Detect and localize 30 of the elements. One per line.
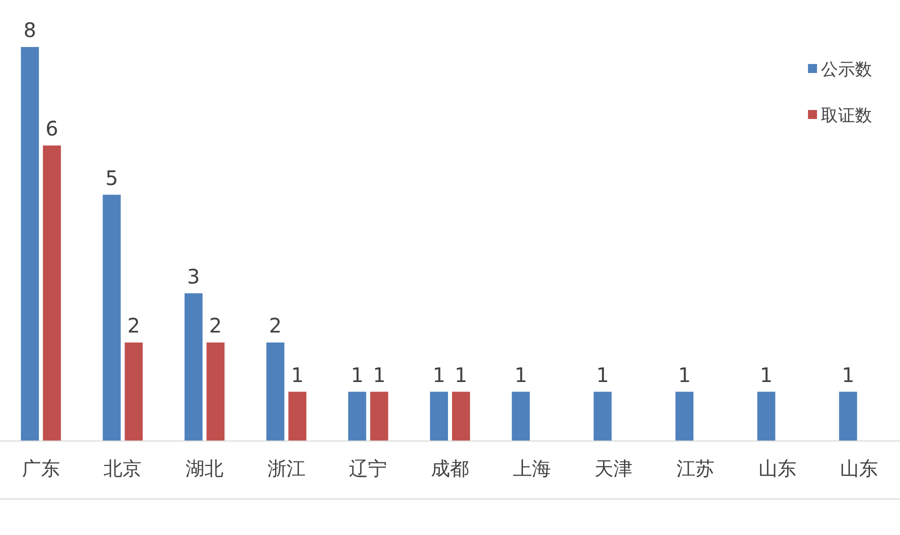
data-label: 1 <box>596 362 610 387</box>
data-label: 1 <box>514 362 528 387</box>
data-label: 1 <box>678 362 691 387</box>
x-tick-label: 北京 <box>104 458 142 480</box>
x-tick-label: 广东 <box>22 458 60 480</box>
x-tick-label: 湖北 <box>186 458 224 480</box>
data-label: 1 <box>372 362 386 387</box>
data-label: 5 <box>105 166 118 190</box>
data-label: 6 <box>46 116 58 140</box>
x-tick-label: 上海 <box>512 458 551 480</box>
x-tick-label: 天津 <box>594 458 633 480</box>
legend-label: 公示数 <box>821 60 872 80</box>
x-tick-label: 山东 <box>840 458 878 480</box>
data-label: 2 <box>268 314 282 338</box>
data-label: 1 <box>760 362 773 387</box>
data-label: 3 <box>187 264 200 288</box>
data-label: 1 <box>290 362 304 387</box>
data-label: 1 <box>432 362 446 387</box>
data-label: 1 <box>454 362 468 387</box>
data-label: 2 <box>127 314 140 338</box>
x-tick-label: 辽宁 <box>349 458 388 480</box>
data-label: 1 <box>350 362 364 387</box>
x-tick-label: 浙江 <box>267 458 306 480</box>
x-tick-label: 江苏 <box>676 458 714 480</box>
legend-label: 取证数 <box>821 106 872 126</box>
x-tick-label: 山东 <box>758 458 796 480</box>
data-label: 1 <box>842 362 854 387</box>
x-tick-label: 成都 <box>431 458 469 480</box>
data-label: 2 <box>209 314 222 338</box>
data-label: 8 <box>24 18 36 42</box>
